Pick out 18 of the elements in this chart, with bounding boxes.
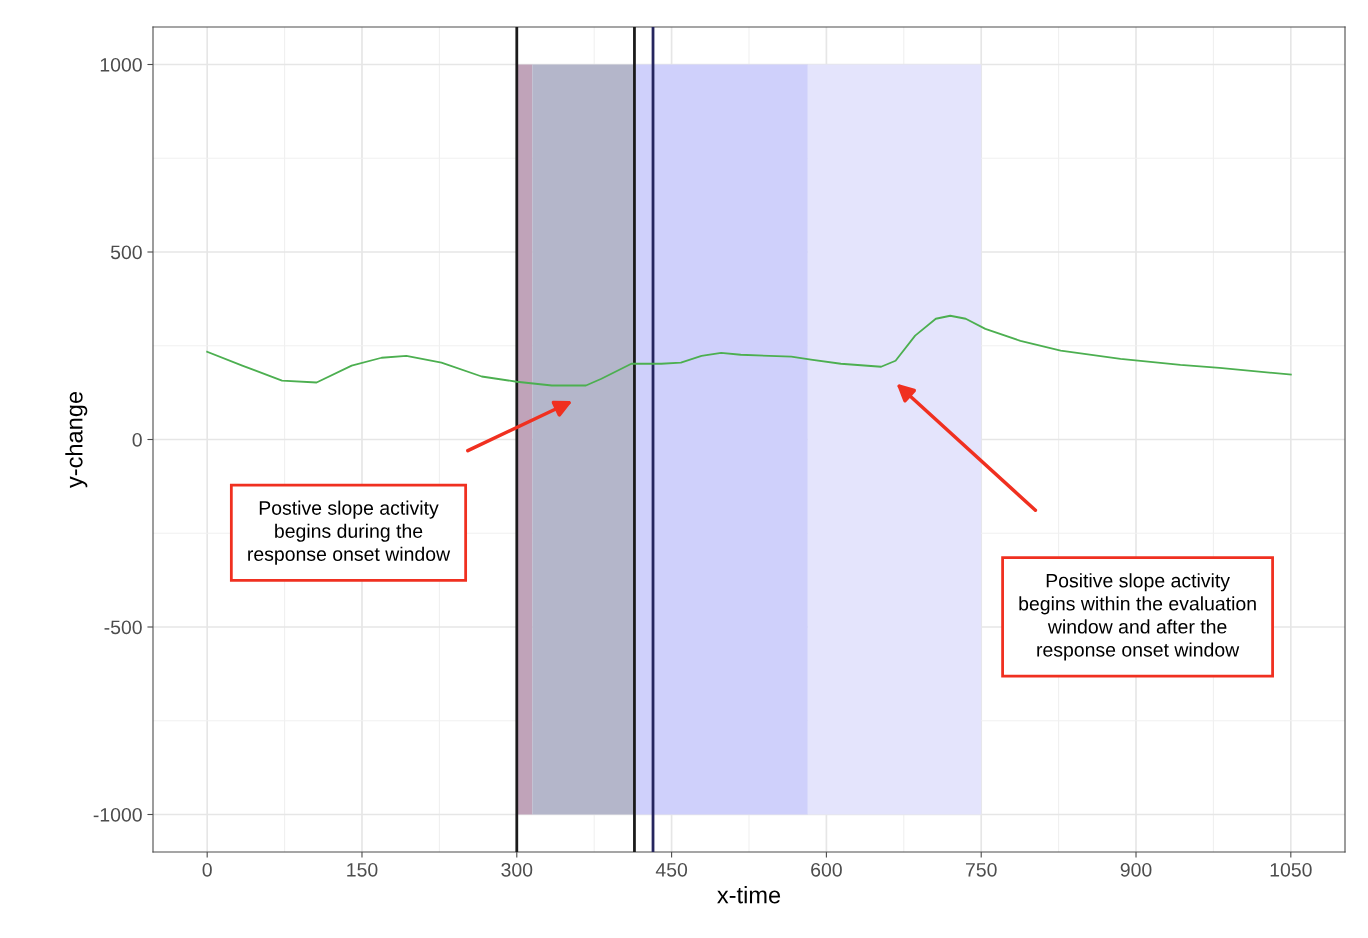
line-series (206, 314, 1292, 387)
x-tick-label: 1050 (1270, 862, 1312, 877)
y-axis-title: y-change (65, 391, 88, 488)
x-tick-label: 750 (965, 862, 997, 877)
y-tick-label: 500 (110, 245, 142, 260)
annotation: Positive slope activity begins within the evaluation window and after the response onset window (1019, 573, 1256, 661)
y-tick-label: 1000 (100, 57, 142, 72)
x-tick-label: 300 (501, 862, 533, 877)
x-axis-title: x-time (717, 886, 781, 904)
y-tick-label: -500 (104, 620, 142, 635)
y-tick-label: -1000 (93, 807, 142, 822)
x-tick-label: 900 (1120, 862, 1152, 877)
x-tick-label: 450 (655, 862, 688, 877)
y-tick-label: 0 (132, 432, 142, 447)
x-tick-label: 150 (347, 862, 378, 877)
x-tick-label: 0 (202, 862, 212, 877)
x-tick-label: 600 (811, 862, 842, 877)
annotation: Postive slope activity begins during the response onset window (248, 500, 451, 565)
